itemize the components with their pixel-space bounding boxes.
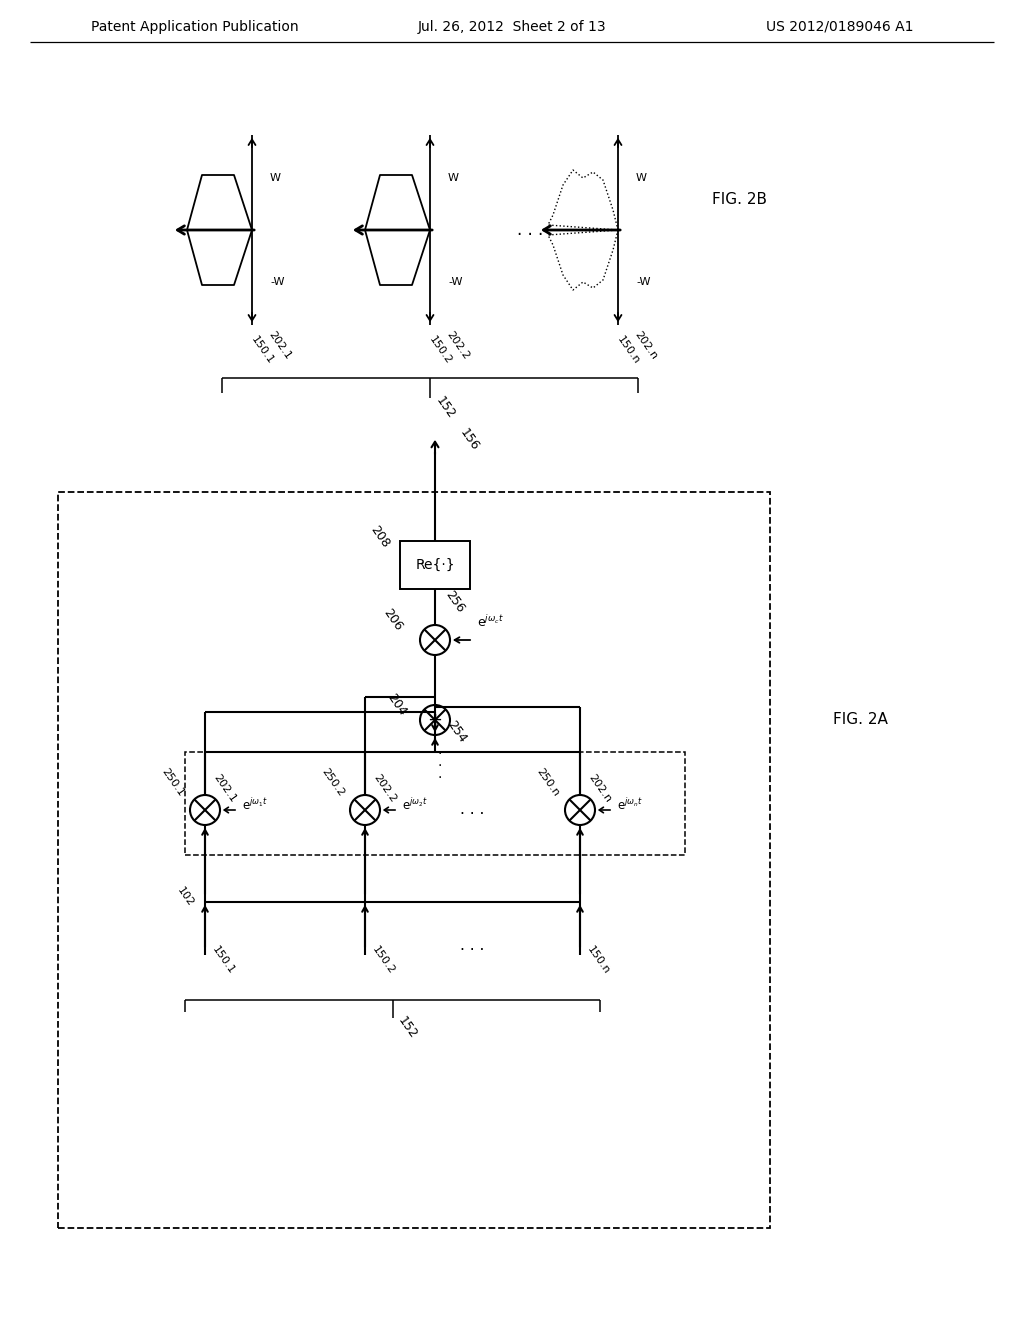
Bar [185, 752, 685, 855]
Text: 202.n: 202.n [587, 772, 613, 804]
Bar [400, 541, 470, 589]
Bar [58, 492, 770, 1228]
Text: 150.1: 150.1 [210, 944, 237, 975]
Text: . . .: . . . [461, 937, 484, 953]
Text: 152: 152 [433, 395, 457, 421]
Text: $\mathrm{e}^{j\omega_1 t}$: $\mathrm{e}^{j\omega_1 t}$ [242, 797, 268, 813]
Text: 256: 256 [442, 589, 467, 615]
Text: W: W [636, 173, 647, 183]
Text: Patent Application Publication: Patent Application Publication [91, 20, 299, 34]
Text: Re{·}: Re{·} [415, 558, 455, 572]
Text: .: . [438, 767, 442, 781]
Text: $\mathrm{e}^{j\omega_2 t}$: $\mathrm{e}^{j\omega_2 t}$ [402, 797, 428, 813]
Text: FIG. 2B: FIG. 2B [713, 193, 768, 207]
Text: 250.n: 250.n [535, 766, 561, 797]
Text: 202.2: 202.2 [372, 772, 398, 804]
Text: 150.2: 150.2 [427, 334, 454, 366]
Text: 204: 204 [385, 692, 410, 718]
Text: 102: 102 [175, 886, 196, 908]
Text: 150.1: 150.1 [249, 334, 275, 366]
Text: .: . [438, 743, 442, 756]
Text: 206: 206 [381, 607, 406, 634]
Text: 250.1: 250.1 [160, 766, 186, 797]
Text: 202.1: 202.1 [267, 329, 293, 360]
Text: 150.n: 150.n [585, 944, 611, 975]
Text: 208: 208 [368, 524, 392, 550]
Text: 202.n: 202.n [633, 329, 659, 360]
Text: W: W [270, 173, 281, 183]
Text: 250.2: 250.2 [319, 766, 346, 797]
Text: -W: -W [270, 277, 285, 286]
Text: . . .: . . . [461, 803, 484, 817]
Text: . . .: . . . [517, 220, 543, 239]
Text: +: + [427, 711, 442, 729]
Text: -W: -W [636, 277, 650, 286]
Text: FIG. 2A: FIG. 2A [833, 713, 888, 727]
Text: W: W [449, 173, 459, 183]
Text: 156: 156 [457, 426, 481, 454]
Text: $\mathrm{e}^{j\omega_c t}$: $\mathrm{e}^{j\omega_c t}$ [476, 614, 504, 630]
Text: 150.n: 150.n [614, 334, 641, 366]
Text: -W: -W [449, 277, 463, 286]
Text: US 2012/0189046 A1: US 2012/0189046 A1 [766, 20, 913, 34]
Text: 150.2: 150.2 [370, 944, 396, 975]
Text: 202.2: 202.2 [444, 329, 471, 360]
Text: Jul. 26, 2012  Sheet 2 of 13: Jul. 26, 2012 Sheet 2 of 13 [418, 20, 606, 34]
Text: $\mathrm{e}^{j\omega_n t}$: $\mathrm{e}^{j\omega_n t}$ [617, 797, 643, 813]
Text: 152: 152 [395, 1015, 420, 1041]
Text: 254: 254 [444, 718, 469, 746]
Text: .: . [438, 755, 442, 770]
Text: 202.1: 202.1 [212, 772, 239, 804]
